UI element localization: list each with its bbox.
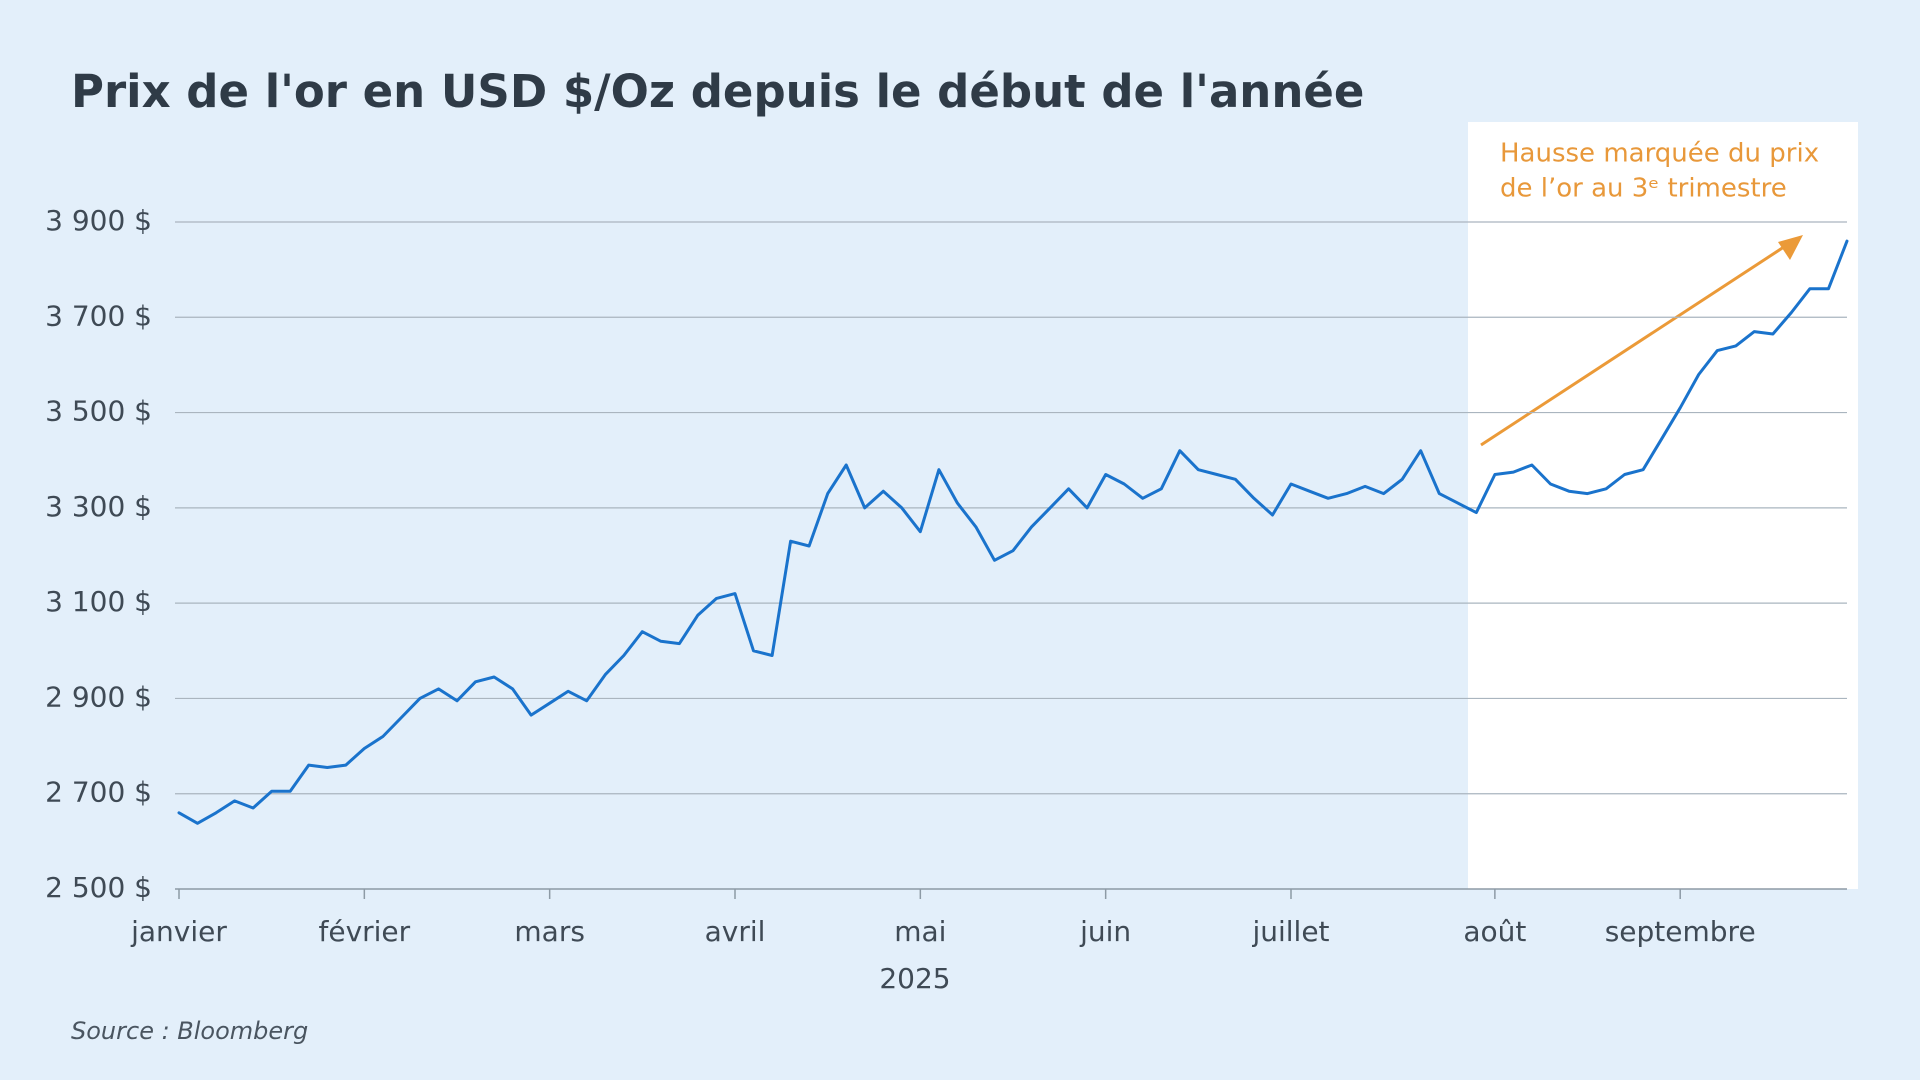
chart-title: Prix de l'or en USD $/Oz depuis le début…: [71, 65, 1364, 118]
y-tick-label: 3 100 $: [45, 585, 152, 618]
x-tick-label: mars: [514, 915, 585, 948]
x-tick-label: février: [318, 915, 410, 948]
x-tick-label: septembre: [1605, 915, 1756, 948]
y-tick-label: 2 900 $: [45, 680, 152, 713]
y-tick-label: 2 500 $: [45, 871, 152, 904]
x-tick-label: avril: [705, 915, 766, 948]
x-tick-label: janvier: [130, 915, 227, 948]
x-tick-label: mai: [894, 915, 946, 948]
y-tick-label: 3 500 $: [45, 395, 152, 428]
x-tick-label: août: [1463, 915, 1526, 948]
annotation: de l’or au 3ᵉ trimestre: [1500, 174, 1787, 204]
x-tick-label: juin: [1079, 915, 1131, 948]
arrow-head: [1778, 235, 1803, 260]
y-tick-label: 3 900 $: [45, 204, 152, 237]
x-tick-label: juillet: [1251, 915, 1329, 948]
x-axis-label: 2025: [879, 962, 950, 995]
annotation: Hausse marquée du prix: [1500, 139, 1819, 169]
y-tick-label: 3 300 $: [45, 490, 152, 523]
source: Source : Bloomberg: [71, 1017, 308, 1045]
y-tick-label: 2 700 $: [45, 776, 152, 809]
y-tick-label: 3 700 $: [45, 299, 152, 332]
arrow: [1480, 241, 1791, 447]
price-line: [177, 239, 1849, 825]
